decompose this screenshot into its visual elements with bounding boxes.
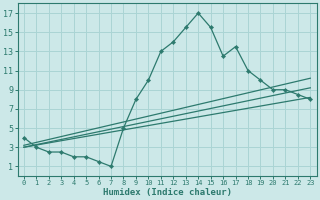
X-axis label: Humidex (Indice chaleur): Humidex (Indice chaleur) [103, 188, 232, 197]
